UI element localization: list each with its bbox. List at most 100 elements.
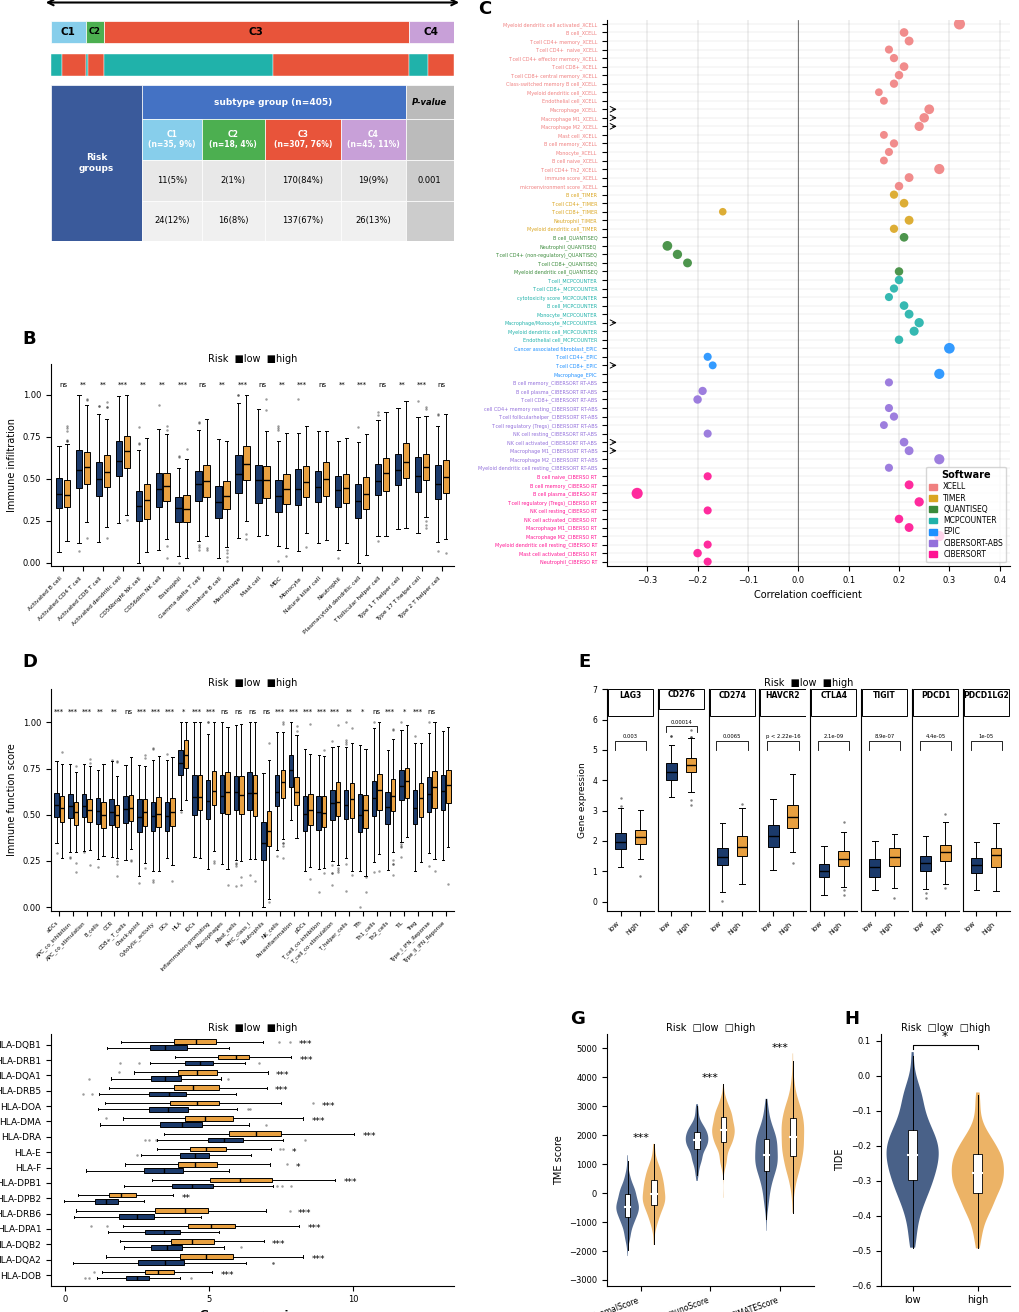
Text: **: ** (398, 382, 405, 388)
X-axis label: Correlation coefficient: Correlation coefficient (754, 590, 861, 600)
Text: ***: *** (82, 708, 92, 715)
Bar (272, 54, 409, 76)
Text: 2(1%): 2(1%) (220, 176, 246, 185)
PathPatch shape (123, 437, 129, 468)
PathPatch shape (198, 774, 202, 811)
Text: **: ** (140, 382, 146, 388)
Text: 170(84%): 170(84%) (282, 176, 323, 185)
Text: 137(67%): 137(67%) (282, 216, 323, 226)
Text: ns: ns (234, 708, 243, 715)
Text: CD274: CD274 (717, 691, 745, 701)
Y-axis label: TME score: TME score (553, 1135, 562, 1185)
Point (895, 227, 911, 248)
PathPatch shape (283, 475, 289, 504)
PathPatch shape (665, 762, 677, 779)
PathPatch shape (144, 484, 150, 518)
Text: C: C (478, 0, 491, 18)
PathPatch shape (358, 794, 362, 832)
Text: ***: *** (237, 382, 248, 388)
Title: Risk  ■low  ■high: Risk ■low ■high (208, 1023, 297, 1034)
Text: ***: *** (206, 708, 216, 715)
Point (880, 286, 897, 307)
Text: ***: *** (68, 708, 78, 715)
PathPatch shape (355, 484, 361, 518)
PathPatch shape (180, 1153, 209, 1157)
PathPatch shape (275, 775, 279, 806)
PathPatch shape (275, 480, 281, 513)
Text: P-value: P-value (412, 98, 446, 106)
PathPatch shape (223, 482, 229, 509)
Text: C4
(n=45, 11%): C4 (n=45, 11%) (346, 130, 399, 150)
PathPatch shape (173, 1085, 219, 1090)
Title: Risk  ■low  ■high: Risk ■low ■high (208, 354, 297, 363)
Text: p < 2.22e-16: p < 2.22e-16 (765, 735, 800, 739)
Title: Risk  ■low  ■high: Risk ■low ■high (763, 678, 852, 689)
PathPatch shape (413, 790, 417, 824)
Bar (406, 201, 453, 241)
PathPatch shape (253, 775, 257, 816)
Point (689, 543, 705, 564)
Point (884, 73, 901, 94)
Text: ***: *** (701, 1073, 718, 1082)
PathPatch shape (128, 795, 133, 821)
Point (890, 329, 906, 350)
PathPatch shape (445, 770, 450, 803)
PathPatch shape (323, 462, 329, 496)
PathPatch shape (169, 1101, 219, 1106)
PathPatch shape (211, 771, 216, 806)
Text: 1e-05: 1e-05 (977, 735, 993, 739)
Text: 2.1e-09: 2.1e-09 (823, 735, 843, 739)
PathPatch shape (190, 1147, 225, 1152)
PathPatch shape (390, 779, 395, 811)
Text: ns: ns (372, 708, 380, 715)
Text: ***: *** (192, 708, 202, 715)
Point (895, 22, 911, 43)
PathPatch shape (280, 770, 284, 798)
Point (900, 30, 916, 51)
PathPatch shape (440, 775, 444, 810)
Bar (694, 1132, 699, 1149)
PathPatch shape (634, 830, 645, 845)
PathPatch shape (187, 1224, 235, 1228)
PathPatch shape (308, 794, 312, 825)
Point (890, 261, 906, 282)
Bar (264, 119, 340, 160)
Bar (340, 160, 406, 201)
PathPatch shape (178, 750, 182, 775)
Bar (88, 54, 104, 76)
PathPatch shape (137, 799, 142, 832)
Point (900, 167, 916, 188)
PathPatch shape (163, 472, 170, 501)
PathPatch shape (203, 466, 210, 497)
PathPatch shape (115, 806, 119, 827)
Text: TIGIT: TIGIT (872, 691, 895, 701)
Bar (709, 689, 754, 716)
Point (890, 269, 906, 290)
PathPatch shape (155, 1208, 208, 1212)
Point (679, 252, 695, 273)
PathPatch shape (838, 850, 848, 866)
PathPatch shape (145, 1270, 173, 1274)
Text: ***: *** (632, 1134, 649, 1143)
Text: Risk
groups: Risk groups (78, 154, 114, 173)
PathPatch shape (215, 485, 221, 518)
PathPatch shape (149, 1107, 187, 1111)
PathPatch shape (243, 446, 250, 480)
Text: ***: *** (275, 1086, 288, 1096)
Point (900, 517, 916, 538)
Point (875, 150, 892, 171)
Bar (972, 1155, 981, 1193)
Bar (428, 54, 453, 76)
Text: 11(5%): 11(5%) (157, 176, 186, 185)
Point (699, 466, 715, 487)
PathPatch shape (889, 848, 899, 866)
PathPatch shape (334, 476, 341, 506)
Text: ns: ns (59, 382, 67, 388)
Text: *: * (942, 1030, 948, 1043)
Text: ns: ns (124, 708, 132, 715)
PathPatch shape (96, 799, 100, 824)
PathPatch shape (144, 1168, 182, 1173)
Text: ***: *** (137, 708, 147, 715)
Text: E: E (578, 653, 590, 670)
PathPatch shape (294, 777, 299, 804)
